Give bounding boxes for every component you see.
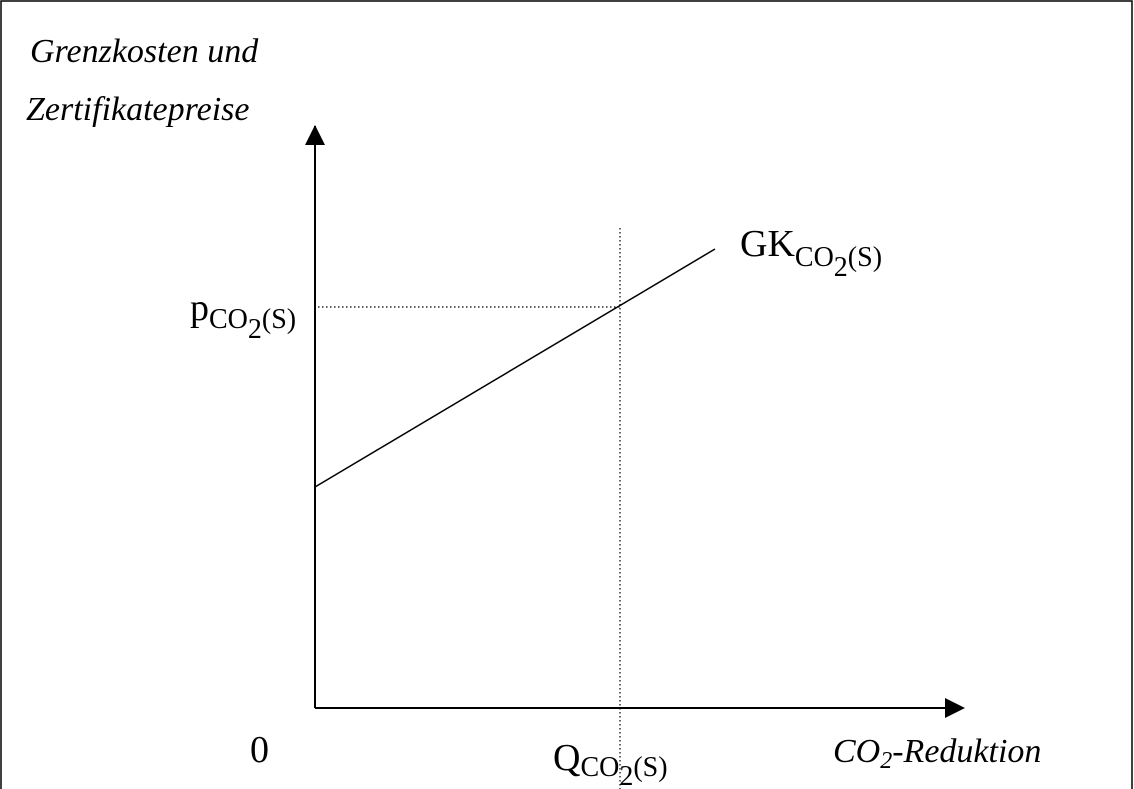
x-axis-arrow xyxy=(945,698,965,718)
label-sub: CO xyxy=(795,242,834,273)
label-subrest: (S) xyxy=(633,752,667,783)
price-label: pCO2(S) xyxy=(190,287,296,345)
label-subrest: (S) xyxy=(262,304,296,335)
curve-label: GKCO2(S) xyxy=(740,223,882,283)
label-base: Q xyxy=(553,737,580,779)
label-sub: CO xyxy=(209,304,248,335)
label-sub: 2 xyxy=(880,748,892,774)
quantity-label: QCO2(S) xyxy=(553,737,668,789)
x-axis-label: CO2-Reduktion xyxy=(833,733,1041,774)
label-subsub: 2 xyxy=(248,314,262,345)
label-rest: -Reduktion xyxy=(892,733,1041,770)
label-subsub: 2 xyxy=(619,761,633,789)
origin-label: 0 xyxy=(250,729,269,771)
label-base: GK xyxy=(740,223,795,265)
y-axis-label: Grenzkosten und xyxy=(30,33,259,70)
label-base: CO xyxy=(833,733,880,770)
label-sub: CO xyxy=(580,752,619,783)
label-base: p xyxy=(190,287,209,329)
y-axis-arrow xyxy=(305,125,325,145)
y-axis-label: Zertifikatepreise xyxy=(26,91,249,128)
label-subrest: (S) xyxy=(848,242,882,273)
marginal-cost-curve xyxy=(314,248,716,488)
label-subsub: 2 xyxy=(834,252,848,283)
